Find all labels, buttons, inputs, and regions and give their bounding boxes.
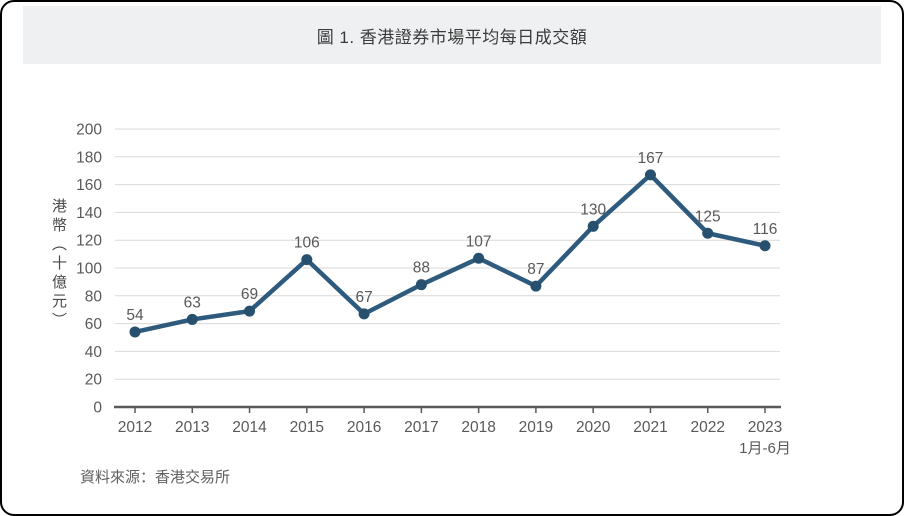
y-tick-label: 180 [76, 149, 102, 166]
y-tick-label: 20 [85, 372, 103, 389]
data-point-marker [186, 313, 198, 325]
x-tick-label: 2012 [118, 419, 152, 436]
data-point-label: 63 [184, 294, 201, 311]
data-point-marker [244, 305, 256, 317]
data-point-label: 107 [466, 233, 492, 250]
data-point-marker [301, 254, 313, 266]
data-point-marker [415, 279, 427, 291]
y-tick-label: 80 [85, 288, 103, 305]
data-point-marker [530, 280, 542, 292]
data-point-marker [358, 308, 370, 320]
data-point-marker [759, 240, 771, 252]
data-point-label: 116 [753, 221, 778, 238]
data-point-label: 130 [580, 201, 606, 218]
x-tick-label: 2019 [519, 419, 553, 436]
data-point-marker [587, 220, 599, 232]
data-point-label: 87 [527, 261, 544, 278]
data-point-label: 88 [413, 260, 430, 277]
data-point-marker [129, 326, 141, 338]
x-tick-label: 2020 [576, 419, 611, 436]
y-axis-title: 港幣（十億元） [50, 198, 67, 331]
page-title: 圖 1. 香港證券市場平均每日成交額 [316, 27, 588, 47]
data-point-label: 67 [355, 289, 372, 306]
y-tick-label: 0 [93, 400, 102, 417]
x-sub-label: 1月-6月 [739, 440, 791, 457]
x-tick-label: 2014 [232, 419, 267, 436]
y-tick-label: 40 [85, 344, 103, 361]
chart-header-band: 圖 1. 香港證券市場平均每日成交額 [23, 6, 881, 64]
data-point-marker [644, 169, 656, 181]
data-point-marker [702, 227, 714, 239]
series-line [132, 172, 768, 335]
y-tick-label: 200 [76, 122, 102, 139]
y-tick-label: 120 [76, 233, 102, 250]
x-tick-label: 2013 [175, 419, 209, 436]
x-tick-label: 2017 [404, 419, 438, 436]
y-tick-label: 100 [76, 261, 102, 278]
data-point-label: 54 [126, 307, 144, 324]
y-tick-label: 60 [85, 316, 103, 333]
data-point-marker [473, 252, 485, 264]
x-tick-label: 2018 [461, 419, 495, 436]
x-tick-label: 2015 [290, 419, 324, 436]
source-note: 資料來源：香港交易所 [80, 469, 231, 486]
data-point-label: 167 [638, 150, 664, 167]
x-tick-label: 2021 [633, 419, 667, 436]
data-point-label: 106 [294, 235, 320, 252]
x-tick-label: 2023 [748, 419, 782, 436]
data-point-label: 125 [695, 208, 721, 225]
x-tick-label: 2016 [347, 419, 381, 436]
x-tick-label: 2022 [690, 419, 724, 436]
y-tick-label: 160 [76, 177, 102, 194]
y-tick-label: 140 [76, 205, 102, 222]
data-point-label: 69 [241, 286, 258, 303]
